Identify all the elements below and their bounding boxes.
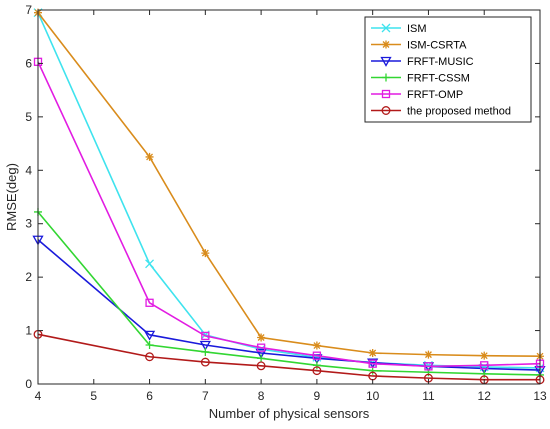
data-point-frft-cssm xyxy=(145,340,154,349)
series-frft-cssm xyxy=(34,207,544,379)
data-point-the-proposed-method xyxy=(312,366,322,376)
legend-marker-frft-cssm xyxy=(382,73,390,82)
y-axis-title: RMSE(deg) xyxy=(4,163,19,231)
series-the-proposed-method xyxy=(33,329,545,385)
legend-box xyxy=(364,16,532,123)
series-line-the-proposed-method xyxy=(37,333,540,381)
x-tick-label: 4 xyxy=(35,389,42,403)
data-point-frft-music xyxy=(143,330,156,341)
legend-marker-frft-omp xyxy=(381,89,391,99)
x-tick-label: 6 xyxy=(146,389,153,403)
y-tick-label: 5 xyxy=(25,110,32,124)
series-layer xyxy=(32,8,546,385)
data-point-frft-music xyxy=(255,348,267,359)
data-point-ism-csrta xyxy=(145,152,154,161)
data-point-ism-csrta xyxy=(257,333,266,342)
x-tick-label: 11 xyxy=(422,389,435,403)
y-tick-label: 2 xyxy=(25,270,32,284)
y-tick-label: 4 xyxy=(25,163,32,177)
x-tick-label: 8 xyxy=(258,389,265,403)
x-tick-label: 10 xyxy=(366,389,380,403)
plot-frame xyxy=(37,9,541,385)
x-axis-title: Number of physical sensors xyxy=(209,406,370,421)
data-point-frft-cssm xyxy=(312,361,321,370)
legend-marker-the-proposed-method xyxy=(381,106,391,115)
legend-marker-ism-csrta xyxy=(382,40,390,49)
legend: ISM ISM-CSRTA FRFT-MUSIC FRFT-CSSM FRFT-OMP t… xyxy=(364,16,532,123)
data-point-ism-csrta xyxy=(424,350,433,359)
y-tick-label: 7 xyxy=(25,3,32,17)
y-tick-label: 6 xyxy=(25,56,32,70)
data-point-the-proposed-method xyxy=(256,361,266,371)
y-tick-label: 1 xyxy=(25,324,32,338)
data-point-the-proposed-method xyxy=(145,352,155,362)
y-tick-label: 0 xyxy=(25,377,32,391)
data-point-frft-cssm xyxy=(368,366,377,375)
data-point-frft-omp xyxy=(368,359,377,368)
series-ism-csrta xyxy=(34,8,544,361)
x-tick-label: 7 xyxy=(202,389,209,403)
data-point-frft-omp xyxy=(145,298,154,307)
series-line-frft-music xyxy=(37,239,541,371)
data-point-frft-omp xyxy=(201,331,210,341)
y-axis-ticks: 0 1 2 3 4 5 6 7 xyxy=(25,3,540,391)
data-point-ism-csrta xyxy=(201,249,210,258)
data-point-ism-csrta xyxy=(480,351,489,360)
data-point-the-proposed-method xyxy=(200,357,210,367)
series-line-frft-omp xyxy=(37,61,541,368)
legend-label-frft-cssm: FRFT-CSSM xyxy=(407,73,470,85)
x-tick-label: 13 xyxy=(533,389,547,403)
x-tick-label: 12 xyxy=(478,389,492,403)
legend-label-ism: ISM xyxy=(407,23,427,35)
data-point-frft-cssm xyxy=(201,347,210,356)
x-tick-label: 9 xyxy=(314,389,321,403)
data-point-frft-omp xyxy=(480,361,489,370)
data-point-ism-csrta xyxy=(368,349,377,358)
data-point-frft-omp xyxy=(424,362,433,371)
legend-marker-ism xyxy=(381,23,391,33)
x-axis-ticks: 4 5 6 7 8 9 10 11 12 13 xyxy=(35,10,547,403)
legend-marker-frft-music xyxy=(380,56,392,67)
data-point-frft-omp xyxy=(312,351,322,360)
legend-label-the-proposed-method: the proposed method xyxy=(407,106,511,118)
legend-label-ism-csrta: ISM-CSRTA xyxy=(407,40,467,52)
x-tick-label: 5 xyxy=(90,389,97,403)
data-point-ism-csrta xyxy=(312,341,321,350)
data-point-frft-cssm xyxy=(257,354,266,363)
data-point-frft-omp xyxy=(256,343,266,352)
data-point-frft-music xyxy=(199,340,211,351)
data-point-ism xyxy=(145,259,155,269)
legend-label-frft-music: FRFT-MUSIC xyxy=(407,56,474,68)
y-tick-label: 3 xyxy=(25,217,32,231)
legend-label-frft-omp: FRFT-OMP xyxy=(407,89,463,101)
